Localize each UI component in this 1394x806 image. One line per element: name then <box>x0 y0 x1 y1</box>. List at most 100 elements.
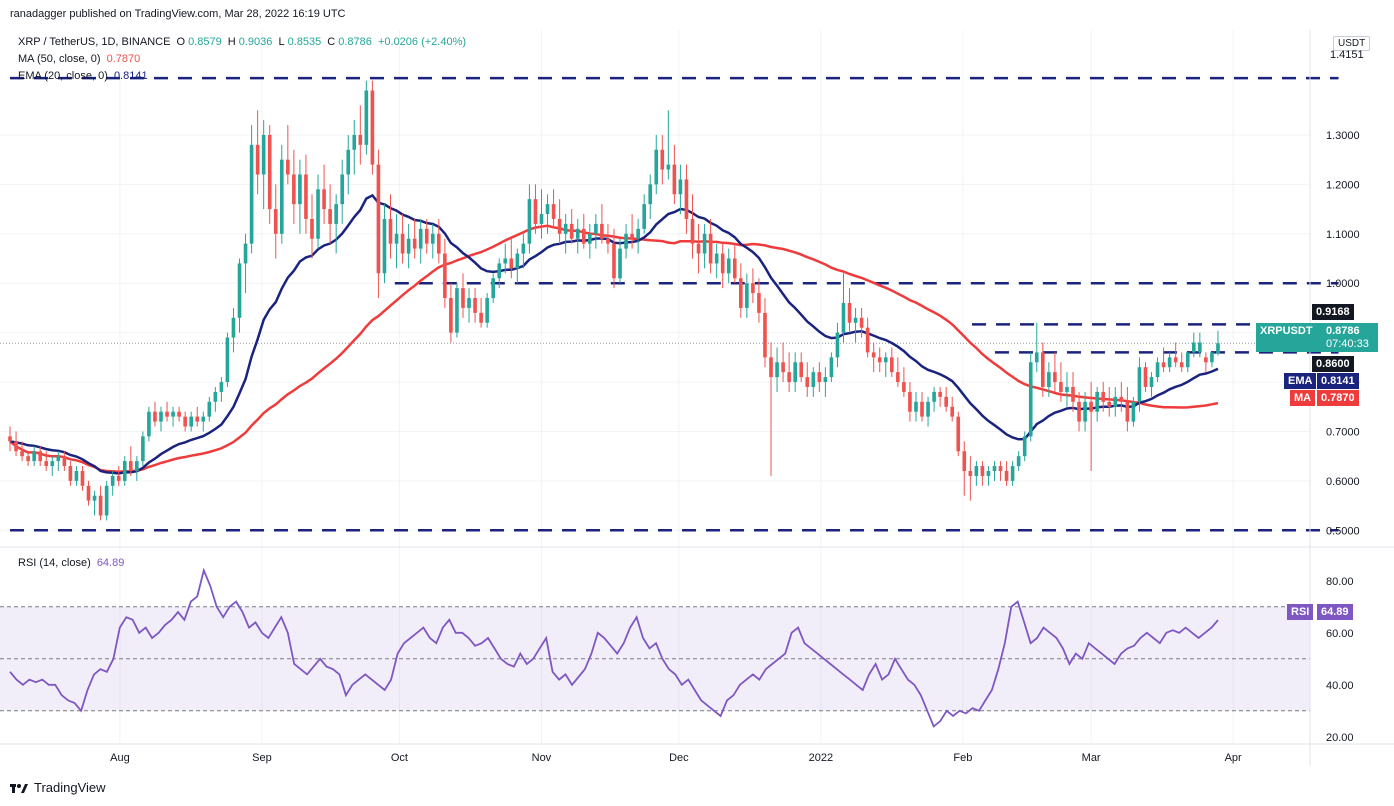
tradingview-footer[interactable]: TradingView <box>10 780 106 795</box>
candle-body <box>1004 470 1009 481</box>
candle-body <box>286 159 290 175</box>
candle-body <box>974 466 979 476</box>
candle-body <box>491 278 495 299</box>
candle-body <box>255 144 260 175</box>
candle-body <box>811 372 816 387</box>
candle-body <box>292 174 296 205</box>
candle-body <box>68 466 73 481</box>
candle-body <box>1155 362 1160 378</box>
candle-body <box>1071 386 1075 402</box>
candle-body <box>455 288 459 333</box>
rsi-tick-label: 80.00 <box>1326 576 1354 588</box>
ema-legend[interactable]: EMA (20, close, 0) 0.8141 <box>18 70 151 82</box>
candle-body <box>159 411 163 422</box>
candle-body <box>38 451 43 462</box>
candle-body <box>968 470 973 476</box>
candle-body <box>479 312 483 323</box>
candle-body <box>1083 401 1087 422</box>
candle-body <box>745 283 749 308</box>
candle-body <box>1125 401 1130 422</box>
price-tick-label: 0.7000 <box>1326 426 1360 438</box>
rsi-tick-label: 60.00 <box>1326 628 1354 640</box>
candle-body <box>98 495 103 516</box>
candle-body <box>708 233 713 264</box>
rsi-axis-label: RSI <box>1287 604 1314 620</box>
candle-body <box>908 391 912 412</box>
close-value: 0.8786 <box>338 36 372 48</box>
candle-body <box>406 238 411 254</box>
candle-body <box>26 456 30 462</box>
high-value: 0.9036 <box>238 36 273 48</box>
candle-body <box>829 357 834 378</box>
symbol-title[interactable]: XRP / TetherUS, 1D, BINANCE <box>18 36 171 48</box>
candle-body <box>1204 357 1208 363</box>
candle-body <box>80 470 85 486</box>
candle-body <box>231 317 236 338</box>
candle-body <box>50 461 55 467</box>
candle-body <box>225 337 230 383</box>
rsi-legend-label: RSI (14, close) <box>18 557 91 569</box>
candle-body <box>769 357 773 378</box>
rsi-legend[interactable]: RSI (14, close) 64.89 <box>18 557 127 569</box>
price-tick-label: 1.2000 <box>1326 179 1360 191</box>
candle-body <box>739 278 743 308</box>
rsi-axis: 20.00 40.00 60.00 80.00 <box>1326 576 1354 744</box>
candle-body <box>636 228 640 239</box>
candle-body <box>883 357 888 363</box>
candle-body <box>521 243 526 254</box>
candle-body <box>817 372 822 383</box>
currency-button[interactable]: USDT <box>1333 36 1371 51</box>
low-value: 0.8535 <box>287 36 322 48</box>
candle-body <box>515 253 520 269</box>
candle-body <box>273 209 278 234</box>
candle-body <box>467 298 471 308</box>
candle-body <box>1022 436 1027 457</box>
rsi-line <box>9 567 1219 728</box>
candle-body <box>672 164 677 195</box>
candle-body <box>141 436 145 462</box>
candle-body <box>660 149 665 170</box>
candle-body <box>207 401 212 417</box>
candle-body <box>279 159 284 234</box>
candle-body <box>485 298 489 323</box>
candle-body <box>201 416 206 422</box>
candle-body <box>304 174 308 219</box>
candle-body <box>1053 372 1057 383</box>
candle-body <box>551 204 556 219</box>
candle-body <box>213 391 218 402</box>
candle-body <box>412 238 417 249</box>
candle-body <box>1065 386 1069 392</box>
candle-body <box>926 401 930 417</box>
candle-body <box>298 174 302 205</box>
candle-body <box>986 470 991 476</box>
time-tick-label: 2022 <box>809 752 833 764</box>
candle-body <box>147 411 151 437</box>
candle-body <box>545 204 550 215</box>
candle-body <box>110 475 115 486</box>
candle-body <box>340 174 345 205</box>
candle-body <box>920 401 924 417</box>
candle-body <box>630 233 634 239</box>
candle-body <box>642 204 646 229</box>
candle-body <box>950 406 955 417</box>
candle-body <box>1028 362 1033 437</box>
candle-body <box>92 495 97 501</box>
time-tick-label: Feb <box>953 752 972 764</box>
time-tick-label: Nov <box>532 752 552 764</box>
candle-body <box>437 233 441 254</box>
candle-body <box>1089 401 1093 412</box>
candle-body <box>557 218 562 234</box>
ma-legend-value: 0.7870 <box>106 53 141 65</box>
candle-body <box>424 228 429 244</box>
candle-body <box>1149 377 1154 387</box>
candle-body <box>267 134 272 210</box>
candle-body <box>678 179 683 195</box>
tradingview-logo-icon <box>10 782 28 794</box>
time-tick-label: Mar <box>1082 752 1101 764</box>
candle-body <box>388 218 393 244</box>
candle-body <box>962 451 967 471</box>
ma-legend[interactable]: MA (50, close, 0) 0.7870 <box>18 53 143 65</box>
price-tick-label: 1.0000 <box>1326 278 1360 290</box>
candle-body <box>1113 396 1118 407</box>
candle-body <box>261 134 266 175</box>
